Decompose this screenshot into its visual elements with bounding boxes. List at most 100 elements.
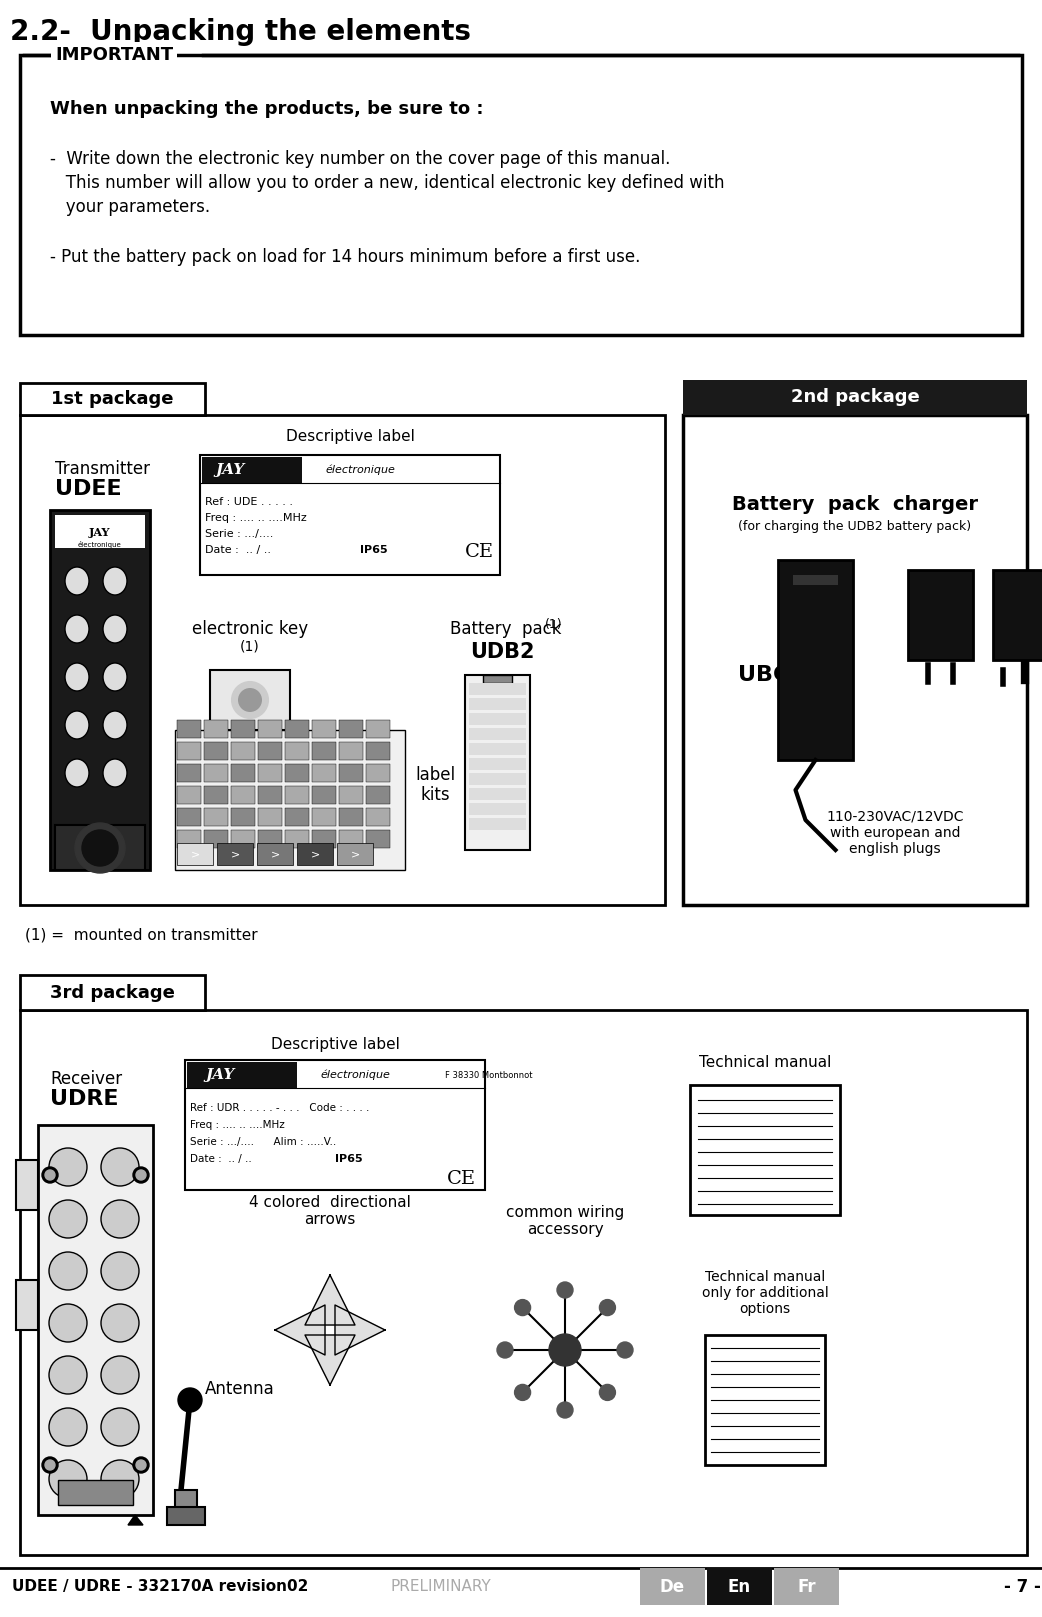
Bar <box>175 729 405 870</box>
Text: When unpacking the products, be sure to :: When unpacking the products, be sure to … <box>50 100 483 118</box>
Ellipse shape <box>101 1200 139 1239</box>
Text: >: > <box>350 849 359 859</box>
Text: Battery  pack  charger: Battery pack charger <box>731 495 978 514</box>
Ellipse shape <box>101 1148 139 1185</box>
Text: En: En <box>728 1578 751 1596</box>
Bar <box>20 416 665 906</box>
Text: Freq : .... .. ....MHz: Freq : .... .. ....MHz <box>190 1121 284 1130</box>
Ellipse shape <box>103 614 127 644</box>
Text: electronic key: electronic key <box>192 619 308 639</box>
Bar <box>20 55 1022 335</box>
Bar <box>20 1011 1027 1556</box>
Text: common wiring
accessory: common wiring accessory <box>505 1205 624 1237</box>
Text: Fr: Fr <box>797 1578 816 1596</box>
Bar <box>339 763 363 783</box>
Bar <box>469 804 526 815</box>
Circle shape <box>557 1402 573 1418</box>
Bar <box>204 720 228 737</box>
Text: Date :  .. / ..: Date : .. / .. <box>205 545 271 555</box>
Bar <box>366 763 390 783</box>
Text: - Put the battery pack on load for 14 hours minimum before a first use.: - Put the battery pack on load for 14 ho… <box>50 247 641 267</box>
Ellipse shape <box>49 1357 86 1394</box>
Bar <box>231 786 255 804</box>
Text: Date :  .. / ..: Date : .. / .. <box>190 1155 252 1164</box>
Bar <box>690 1085 840 1214</box>
Bar <box>204 808 228 826</box>
Bar <box>286 830 309 847</box>
Bar <box>683 380 1027 416</box>
Text: 1st package: 1st package <box>51 390 174 407</box>
Bar <box>16 1159 38 1210</box>
Bar <box>200 454 500 576</box>
Text: Transmitter: Transmitter <box>55 459 150 479</box>
Text: JAY: JAY <box>90 527 110 537</box>
Bar <box>20 383 205 416</box>
Bar <box>258 786 282 804</box>
Text: CE: CE <box>447 1171 476 1188</box>
Ellipse shape <box>103 568 127 595</box>
Text: Descriptive label: Descriptive label <box>286 430 415 445</box>
Bar <box>366 786 390 804</box>
Text: CE: CE <box>465 543 494 561</box>
Bar <box>312 808 336 826</box>
Text: Descriptive label: Descriptive label <box>271 1038 399 1053</box>
Bar <box>204 830 228 847</box>
Bar <box>993 571 1042 660</box>
Bar <box>708 1568 772 1606</box>
Text: électronique: électronique <box>325 464 395 475</box>
Bar <box>55 825 145 870</box>
Text: (1) =  mounted on transmitter: (1) = mounted on transmitter <box>25 927 257 943</box>
Text: >: > <box>230 849 240 859</box>
Bar <box>177 830 201 847</box>
Ellipse shape <box>49 1408 86 1446</box>
Ellipse shape <box>65 663 89 690</box>
Text: PRELIMINARY: PRELIMINARY <box>390 1578 491 1594</box>
Bar <box>187 1062 297 1088</box>
Polygon shape <box>128 1515 143 1525</box>
Ellipse shape <box>65 614 89 644</box>
Text: Ref : UDE . . . . .: Ref : UDE . . . . . <box>205 496 293 508</box>
Text: électronique: électronique <box>320 1070 390 1080</box>
Ellipse shape <box>65 568 89 595</box>
Text: 4 colored  directional
arrows: 4 colored directional arrows <box>249 1195 411 1227</box>
Bar <box>469 742 526 755</box>
Bar <box>177 742 201 760</box>
Text: IP65: IP65 <box>359 545 388 555</box>
Bar <box>337 842 373 865</box>
Ellipse shape <box>49 1200 86 1239</box>
Text: 3rd package: 3rd package <box>50 983 175 1001</box>
Text: -  Write down the electronic key number on the cover page of this manual.: - Write down the electronic key number o… <box>50 150 670 168</box>
Text: label
kits: label kits <box>415 765 455 804</box>
Bar <box>231 763 255 783</box>
Bar <box>483 674 512 682</box>
Text: (for charging the UDB2 battery pack): (for charging the UDB2 battery pack) <box>739 521 971 534</box>
Bar <box>312 720 336 737</box>
Ellipse shape <box>103 711 127 739</box>
Text: (1): (1) <box>545 618 563 631</box>
Ellipse shape <box>101 1357 139 1394</box>
Text: Battery  pack: Battery pack <box>450 619 562 639</box>
Bar <box>210 669 290 729</box>
Bar <box>204 763 228 783</box>
Bar <box>16 1281 38 1331</box>
Ellipse shape <box>101 1408 139 1446</box>
Bar <box>258 830 282 847</box>
Polygon shape <box>305 1336 355 1386</box>
Bar <box>778 559 853 760</box>
Text: >: > <box>191 849 200 859</box>
Circle shape <box>45 1460 55 1470</box>
Circle shape <box>42 1457 58 1473</box>
Text: IP65: IP65 <box>334 1155 363 1164</box>
Bar <box>339 808 363 826</box>
Bar <box>312 786 336 804</box>
Ellipse shape <box>101 1252 139 1290</box>
Circle shape <box>599 1300 616 1316</box>
Bar <box>231 830 255 847</box>
Circle shape <box>82 830 118 867</box>
Circle shape <box>42 1167 58 1184</box>
Text: This number will allow you to order a new, identical electronic key defined with: This number will allow you to order a ne… <box>50 175 724 192</box>
Circle shape <box>232 682 268 718</box>
Ellipse shape <box>49 1303 86 1342</box>
Text: - 7 -: - 7 - <box>1003 1578 1041 1596</box>
Circle shape <box>137 1171 146 1180</box>
